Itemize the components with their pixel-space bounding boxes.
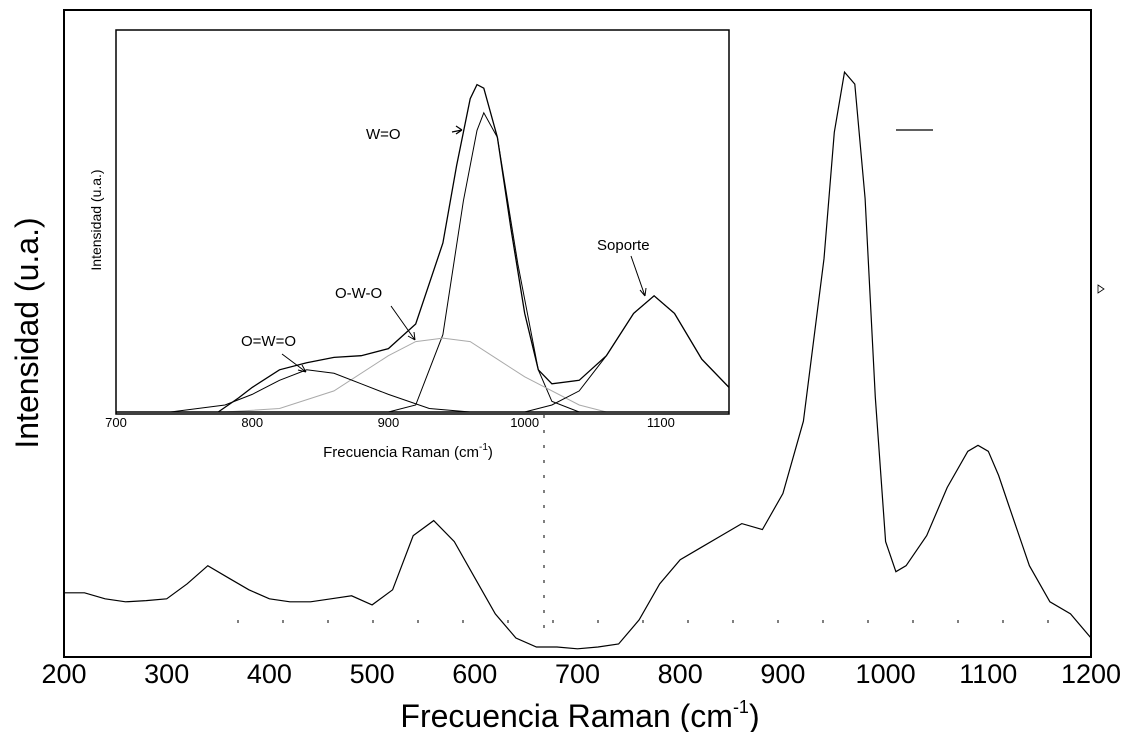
- inset-series-group: [170, 83, 730, 413]
- main-x-tick-label: 300: [144, 659, 189, 689]
- inset-x-tick-label: 1100: [647, 415, 675, 430]
- inset-plot-background: [116, 30, 729, 414]
- annotation-w-o-arrow: [451, 125, 463, 135]
- inset-x-axis-label-sup: -1: [479, 442, 488, 453]
- main-x-tick-label: 1200: [1061, 659, 1121, 689]
- main-x-axis-label: Frecuencia Raman (cm-1): [400, 697, 759, 732]
- inset-component-soporte: [524, 295, 730, 413]
- inset-component-w-o: [388, 111, 580, 413]
- inset-x-axis-label: Frecuencia Raman (cm-1): [323, 442, 493, 461]
- inset-x-tick-label: 800: [241, 415, 263, 430]
- inset-component-o-w-o: [224, 337, 607, 413]
- main-x-axis-label-sup: -1: [733, 697, 749, 717]
- main-x-tick-label: 600: [452, 659, 497, 689]
- inset-x-tick-label: 700: [105, 415, 127, 430]
- main-x-tick-label: 800: [658, 659, 703, 689]
- annotation-o-w-o-double-arrow: [281, 353, 307, 373]
- inset-component-o-w-o: [170, 369, 471, 413]
- annotation-o-w-o-double: O=W=O: [241, 333, 296, 350]
- main-x-tick-label: 900: [760, 659, 805, 689]
- annotation-o-w-o-arrow: [390, 305, 416, 341]
- inset-x-tick-label: 1000: [510, 415, 539, 430]
- inset-plot-frame: [115, 29, 730, 415]
- main-spectrum-line: [64, 70, 1092, 650]
- main-y-axis-label: Intensidad (u.a.): [9, 217, 45, 448]
- inset-x-axis-label-end: ): [488, 444, 493, 461]
- inset-x-tick-label: 900: [378, 415, 400, 430]
- inset-x-tick-labels: 700 800 900 1000 1100: [105, 415, 675, 430]
- main-x-axis-label-end: ): [749, 698, 760, 732]
- annotation-o-w-o: O-W-O: [335, 285, 382, 302]
- main-x-tick-label: 200: [41, 659, 86, 689]
- annotation-w-o: W=O: [366, 126, 401, 143]
- main-x-tick-labels: 200 300 400 500 600 700 800 900 1000 1100 1200: [41, 659, 1121, 689]
- annotation-soporte-arrow: [630, 255, 647, 297]
- main-x-tick-label: 400: [247, 659, 292, 689]
- inset-plot: 700 800 900 1000 1100 Frecuencia Raman (cm-1…: [88, 29, 730, 461]
- inset-y-axis-label: Intensidad (u.a.): [88, 169, 104, 270]
- main-plot-frame: [63, 9, 1092, 658]
- main-x-tick-label: 700: [555, 659, 600, 689]
- small-triangle-marker: [1097, 284, 1105, 294]
- main-x-tick-label: 1000: [856, 659, 916, 689]
- main-x-tick-label: 1100: [959, 659, 1017, 689]
- main-x-tick-label: 500: [350, 659, 395, 689]
- main-plot: 200 300 400 500 600 700 800 900 1000 1100 1200 Fre…: [9, 9, 1121, 732]
- annotation-soporte: Soporte: [597, 237, 650, 254]
